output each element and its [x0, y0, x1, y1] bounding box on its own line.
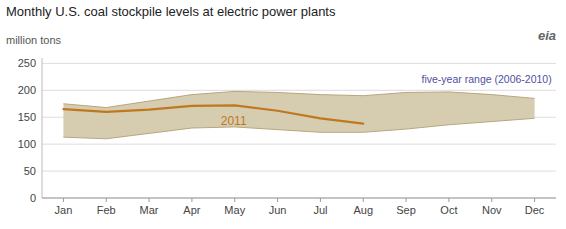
grid-line: [42, 198, 556, 199]
x-tick: [363, 198, 364, 202]
grid-line: [42, 90, 556, 91]
y-tick-label: 50: [24, 165, 36, 177]
x-tick: [406, 198, 407, 202]
y-axis-line: [42, 58, 43, 198]
grid-line: [42, 171, 556, 172]
y-tick-label: 200: [18, 84, 36, 96]
x-tick: [320, 198, 321, 202]
x-tick: [191, 198, 192, 202]
y-tick-label: 100: [18, 138, 36, 150]
x-tick-label: Dec: [525, 204, 545, 216]
y-tick-label: 250: [18, 57, 36, 69]
line-2011: [63, 105, 363, 123]
range-lower-edge: [63, 118, 534, 138]
x-tick-label: Jan: [55, 204, 73, 216]
range-upper-edge: [63, 91, 534, 107]
x-tick: [491, 198, 492, 202]
x-tick-label: Apr: [183, 204, 200, 216]
plot-area: [63, 91, 534, 138]
x-tick: [106, 198, 107, 202]
x-tick-label: Nov: [482, 204, 502, 216]
y-tick-label: 150: [18, 111, 36, 123]
series-label: 2011: [221, 114, 247, 128]
x-tick-label: Jul: [313, 204, 327, 216]
x-tick: [149, 198, 150, 202]
x-tick-label: Feb: [97, 204, 116, 216]
x-tick-label: Jun: [269, 204, 287, 216]
title: Monthly U.S. coal stockpile levels at el…: [6, 4, 336, 19]
x-tick-label: Oct: [440, 204, 457, 216]
band-label: five-year range (2006-2010): [422, 73, 552, 85]
x-tick: [234, 198, 235, 202]
grid-line: [42, 144, 556, 145]
y-axis-label: million tons: [6, 34, 62, 46]
logo: eia: [538, 28, 556, 43]
x-tick: [448, 198, 449, 202]
x-tick-label: May: [224, 204, 245, 216]
x-tick-label: Mar: [140, 204, 159, 216]
x-tick: [534, 198, 535, 202]
x-tick-label: Sep: [396, 204, 416, 216]
x-tick: [277, 198, 278, 202]
range-band: [63, 91, 534, 138]
x-axis-line: [42, 198, 556, 199]
x-tick: [63, 198, 64, 202]
grid-line: [42, 63, 556, 64]
x-tick-label: Aug: [353, 204, 373, 216]
y-tick-label: 0: [30, 192, 36, 204]
